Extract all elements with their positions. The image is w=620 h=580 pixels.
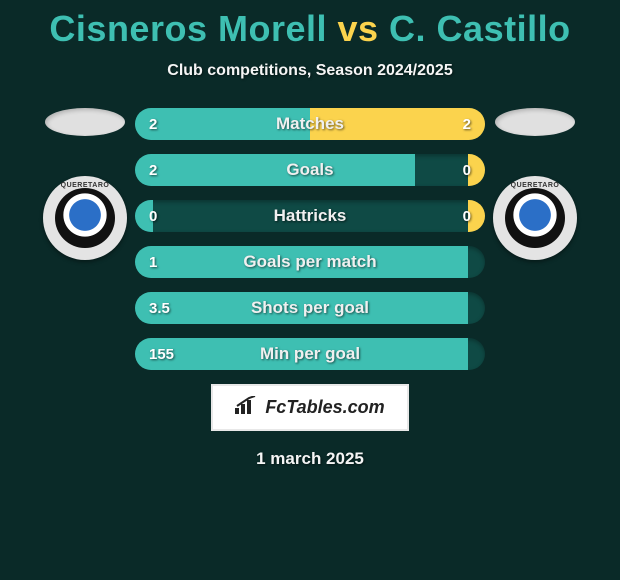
main-content: QUERETARO 22Matches 20Goals 00Hattricks 1Go… — [0, 108, 620, 370]
player2-name: C. Castillo — [389, 8, 571, 49]
stat-bar-right-fill — [468, 200, 486, 232]
comparison-title: Cisneros Morell vs C. Castillo — [49, 8, 570, 50]
brand-chart-icon — [235, 396, 257, 419]
stat-bar: 3.5Shots per goal — [135, 292, 485, 324]
stat-bar-left-fill — [135, 200, 153, 232]
stat-label: Hattricks — [135, 200, 485, 232]
left-column: QUERETARO — [35, 108, 135, 260]
vs-text: vs — [338, 8, 390, 49]
stat-bar: 20Goals — [135, 154, 485, 186]
right-column: QUERETARO — [485, 108, 585, 260]
stat-bar: 1Goals per match — [135, 246, 485, 278]
stat-bar: 22Matches — [135, 108, 485, 140]
subtitle: Club competitions, Season 2024/2025 — [167, 62, 452, 80]
player1-club-badge: QUERETARO — [43, 176, 127, 260]
brand-box: FcTables.com — [211, 384, 408, 431]
stat-bar: 155Min per goal — [135, 338, 485, 370]
stat-bar-left-fill — [135, 338, 468, 370]
brand-text: FcTables.com — [265, 397, 384, 418]
date: 1 march 2025 — [256, 449, 364, 469]
player2-club-badge: QUERETARO — [493, 176, 577, 260]
player2-silhouette — [495, 108, 575, 136]
stat-bar-right-fill — [310, 108, 485, 140]
stat-bar-left-fill — [135, 154, 415, 186]
player1-name: Cisneros Morell — [49, 8, 337, 49]
stat-bar-left-fill — [135, 108, 310, 140]
stat-bars: 22Matches 20Goals 00Hattricks 1Goals per ma… — [135, 108, 485, 370]
stat-bar-left-fill — [135, 292, 468, 324]
player1-silhouette — [45, 108, 125, 136]
stat-bar-right-fill — [468, 154, 486, 186]
stat-bar-left-fill — [135, 246, 468, 278]
stat-bar: 00Hattricks — [135, 200, 485, 232]
